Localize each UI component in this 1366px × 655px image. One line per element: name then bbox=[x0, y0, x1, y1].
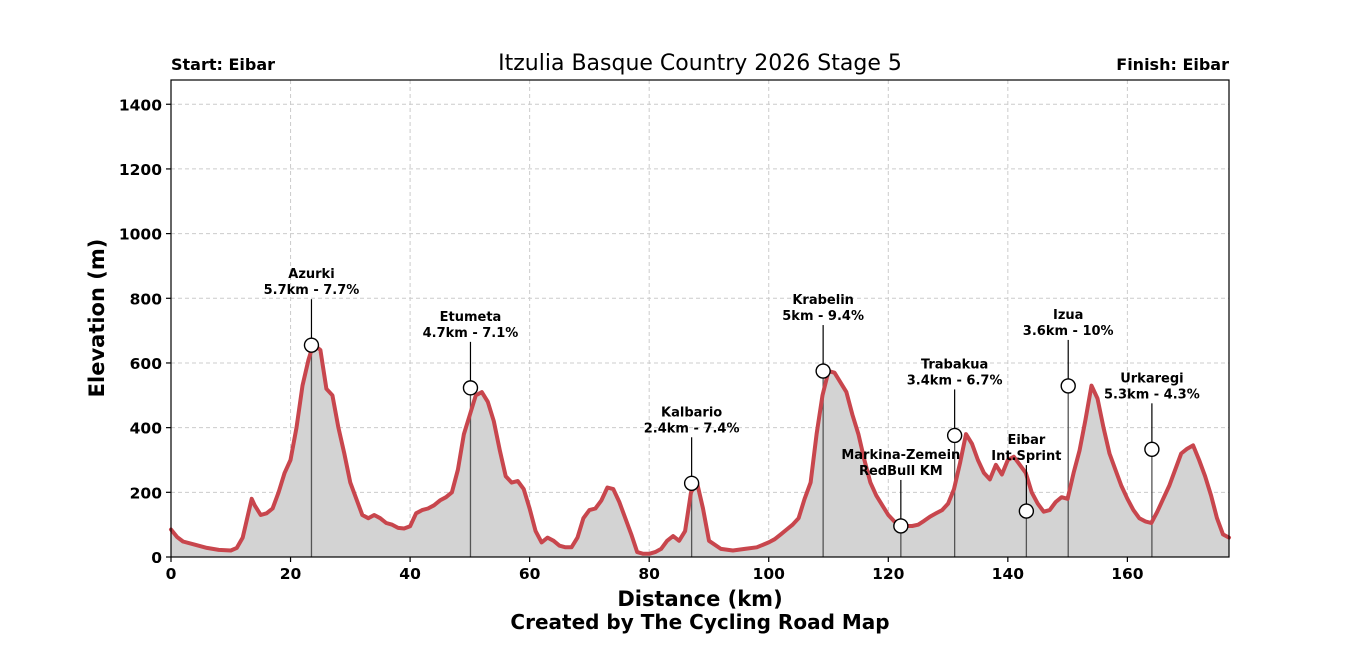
climb-marker-circle bbox=[683, 475, 700, 491]
climb-name-label: Krabelin bbox=[792, 293, 854, 308]
x-tick-label: 40 bbox=[399, 565, 421, 583]
climb-name-label: Markina-Zemein bbox=[841, 448, 960, 463]
climb-detail-label: 2.4km - 7.4% bbox=[644, 421, 740, 436]
climb-name-label: Trabakua bbox=[921, 357, 988, 372]
y-tick-label: 400 bbox=[130, 420, 163, 438]
plot-frame bbox=[170, 79, 1230, 558]
climb-marker-circle bbox=[462, 380, 479, 396]
elevation-profile-line bbox=[169, 343, 1231, 556]
y-tick-label: 0 bbox=[151, 549, 162, 567]
y-tick-label: 1400 bbox=[119, 96, 162, 114]
x-tick-label: 0 bbox=[166, 565, 177, 583]
x-tick-label: 80 bbox=[638, 565, 660, 583]
climb-detail-label: 4.7km - 7.1% bbox=[423, 326, 519, 341]
climb-marker-circle bbox=[1144, 441, 1160, 458]
chart-title: Itzulia Basque Country 2026 Stage 5 bbox=[498, 51, 902, 76]
climb-marker-circle bbox=[1060, 378, 1076, 394]
climb-name-label: Kalbario bbox=[661, 405, 722, 420]
finish-label: Finish: Eibar bbox=[1116, 55, 1229, 74]
x-tick-label: 100 bbox=[753, 565, 786, 583]
y-tick-label: 800 bbox=[130, 290, 163, 308]
y-tick-label: 600 bbox=[130, 355, 163, 373]
climb-marker-circle bbox=[946, 427, 963, 444]
climb-name-label: Eibar bbox=[1007, 433, 1045, 448]
x-tick-label: 60 bbox=[519, 565, 541, 583]
axis-ticks: 0 20 40 60 80 100 120 140 160 0 200 400 600 800 1000 12… bbox=[119, 96, 1144, 583]
climb-marker-circle bbox=[1018, 503, 1035, 519]
climb-name-label: Azurki bbox=[288, 267, 334, 282]
climb-detail-label: 3.4km - 6.7% bbox=[907, 373, 1003, 388]
y-tick-label: 200 bbox=[130, 484, 163, 502]
x-tick-label: 120 bbox=[872, 565, 905, 583]
climb-name-label: Etumeta bbox=[440, 310, 502, 325]
start-label: Start: Eibar bbox=[171, 55, 275, 74]
climb-detail-label: 5km - 9.4% bbox=[782, 309, 864, 324]
y-tick-label: 1200 bbox=[119, 161, 162, 179]
climb-marker-circle bbox=[303, 337, 320, 353]
x-tick-label: 140 bbox=[992, 565, 1025, 583]
x-axis-label: Distance (km) bbox=[617, 587, 782, 611]
x-tick-label: 20 bbox=[280, 565, 302, 583]
climb-name-label: Izua bbox=[1053, 308, 1083, 323]
y-tick-label: 1000 bbox=[119, 226, 162, 244]
climb-detail-label: 3.6km - 10% bbox=[1023, 324, 1114, 339]
x-tick-label: 160 bbox=[1111, 565, 1144, 583]
climb-detail-label: 5.7km - 7.7% bbox=[264, 283, 360, 298]
credit-label: Created by The Cycling Road Map bbox=[510, 610, 889, 634]
climb-detail-label: RedBull KM bbox=[859, 464, 943, 479]
climb-detail-label: Int.Sprint bbox=[991, 449, 1061, 464]
climb-marker-circle bbox=[893, 518, 909, 534]
y-axis-label: Elevation (m) bbox=[85, 239, 109, 398]
climb-name-label: Urkaregi bbox=[1120, 371, 1183, 386]
elevation-fill-area bbox=[171, 345, 1229, 557]
climb-marker-circle bbox=[815, 363, 831, 379]
climb-detail-label: 5.3km - 4.3% bbox=[1104, 387, 1200, 402]
